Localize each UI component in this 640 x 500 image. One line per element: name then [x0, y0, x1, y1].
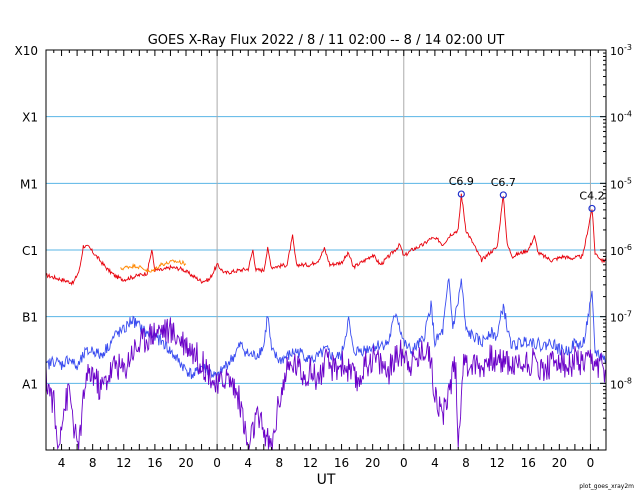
flare-marker — [499, 191, 507, 199]
x-tick-label: 12 — [489, 456, 504, 470]
x-tick-label: 16 — [147, 456, 162, 470]
class-label: B1 — [22, 311, 38, 325]
x-tick-label: 20 — [365, 456, 380, 470]
class-label: A1 — [22, 377, 38, 391]
x-tick-label: 0 — [400, 456, 408, 470]
x-tick-label: 16 — [521, 456, 536, 470]
right-axis-label: 10-4 — [610, 110, 632, 125]
flare-marker — [457, 190, 465, 198]
x-tick-label: 8 — [89, 456, 97, 470]
class-label: M1 — [20, 177, 38, 191]
x-axis-label: UT — [317, 472, 336, 488]
x-tick-label: 4 — [244, 456, 252, 470]
x-tick-label: 8 — [276, 456, 284, 470]
right-axis-label: 10-8 — [610, 376, 632, 391]
right-axis-label: 10-3 — [610, 43, 632, 58]
annotations-group: C6.9 C6.7 C4.2 — [449, 175, 605, 213]
series-group — [46, 193, 606, 450]
x-tick-label: 0 — [213, 456, 221, 470]
flare-label: C6.7 — [491, 176, 516, 189]
series-line-1 — [120, 259, 187, 273]
class-label: X10 — [15, 44, 39, 58]
x-tick-label: 8 — [462, 456, 470, 470]
flare-label: C6.9 — [449, 175, 474, 188]
x-tick-label: 4 — [58, 456, 66, 470]
grid-lines — [46, 50, 606, 450]
series-line-3 — [46, 317, 606, 450]
x-tick-label: 12 — [116, 456, 131, 470]
x-tick-label: 16 — [334, 456, 349, 470]
x-tick-label: 0 — [587, 456, 595, 470]
x-tick-label: 20 — [178, 456, 193, 470]
x-tick-label: 4 — [431, 456, 439, 470]
x-tick-label: 20 — [552, 456, 567, 470]
right-axis-label: 10-7 — [610, 310, 632, 325]
plot-credit: plot_goes_xray2m — [579, 483, 634, 490]
axes-group: X10 X1 M1 C1 B1 A1 10-3 10-4 10-5 10-6 10-7 10-8 4 8 1… — [15, 43, 632, 470]
class-label: X1 — [22, 111, 38, 125]
class-label: C1 — [22, 244, 38, 258]
x-tick-label: 12 — [303, 456, 318, 470]
right-axis-label: 10-5 — [610, 176, 632, 191]
flare-label: C4.2 — [579, 189, 604, 202]
series-line-0 — [46, 193, 606, 286]
right-axis-label: 10-6 — [610, 243, 632, 258]
chart-title: GOES X-Ray Flux 2022 / 8 / 11 02:00 -- 8… — [148, 33, 505, 48]
flare-marker — [588, 204, 596, 213]
series-line-2 — [46, 278, 606, 380]
